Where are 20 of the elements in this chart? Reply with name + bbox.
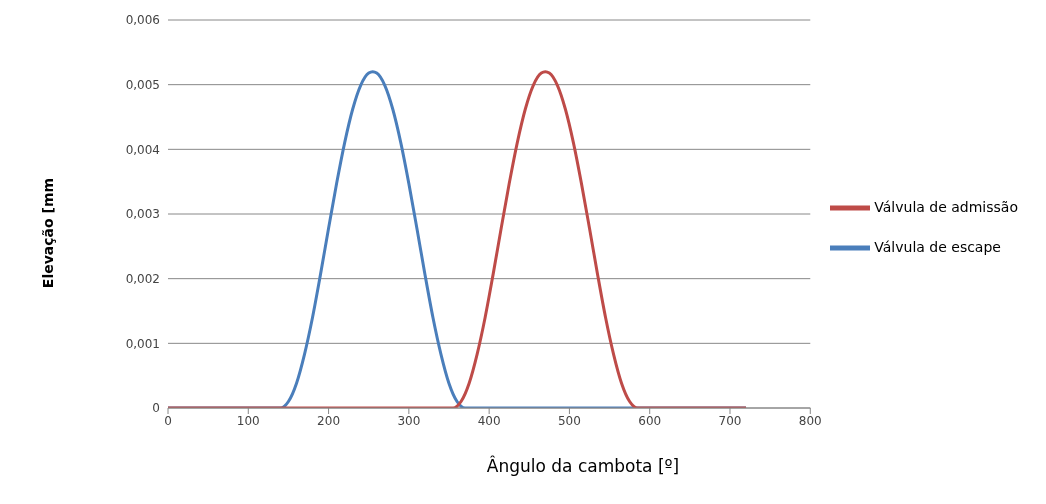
x-tick-label: 800: [798, 413, 822, 428]
y-tick-label: 0,001: [125, 336, 160, 351]
x-tick-label: 600: [638, 413, 662, 428]
y-tick-label: 0,005: [125, 77, 160, 92]
x-axis-title: Ângulo da cambota [º]: [485, 456, 681, 476]
x-tick-label: 500: [557, 413, 581, 428]
x-tick-label: 100: [236, 413, 260, 428]
x-tick-label: 400: [477, 413, 501, 428]
x-tick-label: 0: [164, 413, 172, 428]
x-tick-label: 200: [317, 413, 341, 428]
legend-label: Válvula de admissão: [874, 199, 1018, 215]
y-tick-label: 0,002: [125, 271, 160, 286]
y-tick-label: 0,003: [125, 207, 160, 222]
y-tick-label: 0,004: [125, 142, 160, 157]
y-tick-label: 0,006: [125, 13, 160, 28]
x-tick-label: 300: [397, 413, 421, 428]
legend-label: Válvula de escape: [874, 239, 1001, 255]
x-tick-label: 700: [718, 413, 742, 428]
y-tick-label: 0: [152, 401, 160, 416]
y-axis-title: Elevação [mm: [40, 177, 56, 289]
